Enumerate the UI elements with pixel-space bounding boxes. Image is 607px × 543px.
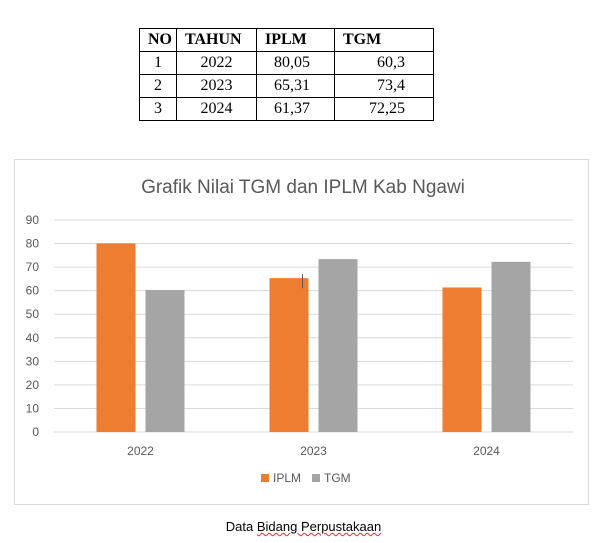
- caption-source: Bidang Perpustakaan: [256, 519, 382, 534]
- bar-chart: Grafik Nilai TGM dan IPLM Kab Ngawi 0 10 2…: [26, 177, 573, 485]
- y-tick-label: 70: [26, 260, 40, 274]
- cell-no: 2: [139, 74, 177, 98]
- caption-prefix: Data: [225, 519, 257, 534]
- header-iplm: IPLM: [256, 28, 335, 52]
- data-table: NO TAHUN IPLM TGM 1 2022 80,05 60,3 2 20…: [139, 28, 434, 121]
- cell-tahun: 2022: [176, 51, 257, 75]
- table-row: 2 2023 65,31 73,4: [139, 74, 434, 98]
- y-tick-label: 80: [26, 237, 40, 251]
- bar-tgm-2023: [318, 259, 358, 432]
- table-row: 3 2024 61,37 72,25: [139, 97, 434, 121]
- header-tgm: TGM: [334, 28, 434, 52]
- cell-iplm: 61,37: [256, 97, 335, 121]
- cell-no: 1: [139, 51, 177, 75]
- y-tick-label: 60: [26, 284, 40, 298]
- legend-label-tgm: TGM: [324, 471, 351, 485]
- cell-tgm: 73,4: [334, 74, 434, 98]
- legend-swatch-tgm: [312, 474, 320, 482]
- bar-tgm-2022: [145, 289, 185, 432]
- x-tick-label: 2024: [473, 444, 500, 458]
- table-row: 1 2022 80,05 60,3: [139, 51, 434, 75]
- source-caption: Data Bidang Perpustakaan: [0, 519, 607, 534]
- cell-tgm: 72,25: [334, 97, 434, 121]
- cell-iplm: 80,05: [256, 51, 335, 75]
- y-tick-label: 90: [26, 213, 40, 227]
- legend-swatch-iplm: [261, 474, 269, 482]
- y-tick-label: 30: [26, 354, 40, 368]
- table-header-row: NO TAHUN IPLM TGM: [139, 28, 434, 52]
- cell-tahun: 2024: [176, 97, 257, 121]
- header-no: NO: [139, 28, 177, 52]
- bar-iplm-2023: [269, 278, 309, 432]
- cell-tgm: 60,3: [334, 51, 434, 75]
- y-tick-label: 40: [26, 331, 40, 345]
- x-tick-label: 2022: [127, 444, 154, 458]
- y-tick-label: 10: [26, 401, 40, 415]
- bar-iplm-2024: [442, 287, 482, 432]
- legend-label-iplm: IPLM: [273, 471, 301, 485]
- y-tick-label: 0: [32, 425, 39, 439]
- cell-tahun: 2023: [176, 74, 257, 98]
- chart-container: Grafik Nilai TGM dan IPLM Kab Ngawi 0 10 2…: [14, 159, 589, 505]
- bar-iplm-2022: [96, 243, 136, 432]
- chart-title: Grafik Nilai TGM dan IPLM Kab Ngawi: [141, 177, 465, 198]
- cell-iplm: 65,31: [256, 74, 335, 98]
- y-tick-label: 20: [26, 378, 40, 392]
- y-tick-label: 50: [26, 307, 40, 321]
- header-tahun: TAHUN: [176, 28, 257, 52]
- cell-no: 3: [139, 97, 177, 121]
- x-tick-label: 2023: [300, 444, 327, 458]
- bar-tgm-2024: [491, 261, 531, 432]
